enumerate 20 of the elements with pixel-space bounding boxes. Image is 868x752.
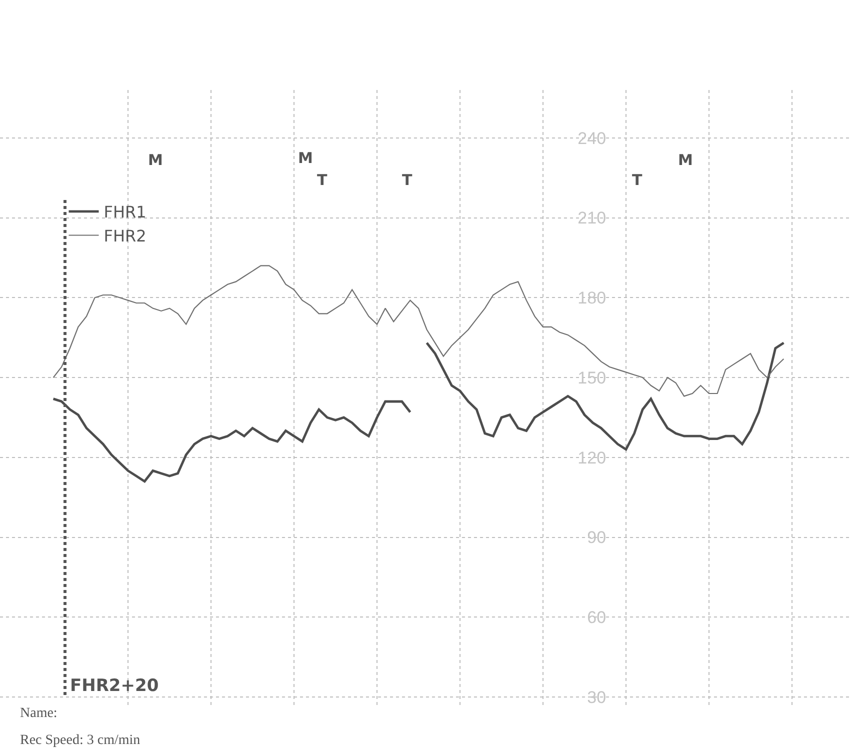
y-tick-label: 180	[578, 288, 606, 308]
legend-label: FHR2	[104, 226, 146, 246]
text: Rec Speed: 3 cm/min	[20, 733, 140, 748]
line-series	[52, 265, 784, 397]
annotation: M	[148, 151, 163, 169]
legend-label: FHR1	[104, 202, 146, 222]
annotation: T	[632, 171, 643, 189]
y-tick-label: 150	[578, 368, 606, 388]
text: Name:	[20, 706, 58, 721]
annotation: M	[298, 149, 313, 167]
annotation: T	[317, 171, 328, 189]
annotation: T	[402, 171, 413, 189]
y-tick-label: 90	[587, 528, 606, 548]
annotation: FHR2+20	[70, 676, 159, 696]
y-tick-label: 30	[587, 688, 606, 707]
y-tick-label: 240	[578, 128, 606, 148]
y-tick-label: 210	[578, 208, 606, 228]
annotation: M	[678, 151, 693, 169]
y-tick-label: 60	[587, 608, 606, 628]
y-tick-label: 120	[578, 448, 606, 468]
